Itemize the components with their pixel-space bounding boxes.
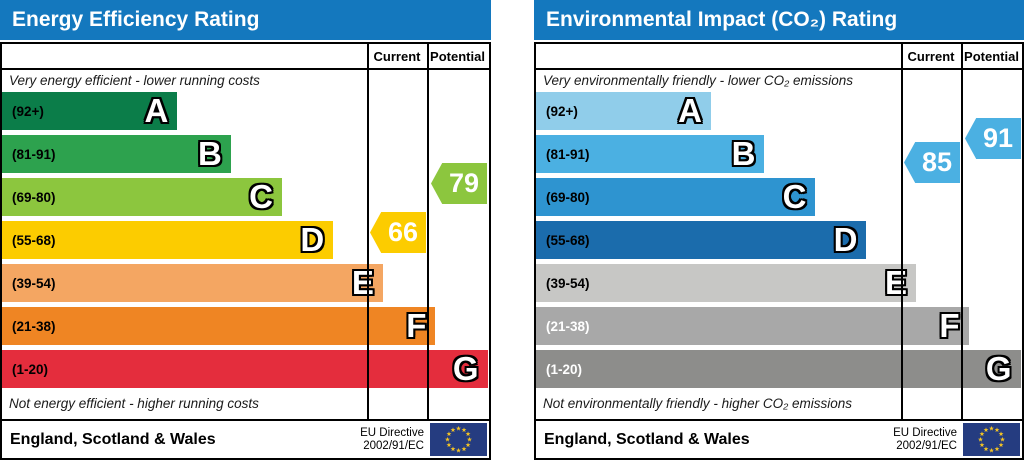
band-range-label: (21-38) xyxy=(12,318,56,334)
band-range-label: (1-20) xyxy=(12,361,49,377)
current-rating-arrow: 85 xyxy=(904,142,960,183)
band-range-label: (92+) xyxy=(12,103,44,119)
eu-flag-icon xyxy=(963,423,1020,456)
band-row-c: (69-80) C xyxy=(2,178,283,216)
top-note: Very energy efficient - lower running co… xyxy=(9,73,260,88)
band-letter: D xyxy=(833,221,858,258)
band-letter: G xyxy=(985,350,1012,387)
band-range-label: (69-80) xyxy=(546,189,590,205)
band-range-label: (39-54) xyxy=(12,275,56,291)
footer-row: England, Scotland & Wales EU Directive 2… xyxy=(536,419,1022,458)
band-row-b: (81-91) B xyxy=(536,135,765,173)
band-letter: A xyxy=(144,92,169,129)
band-letter: B xyxy=(731,135,756,172)
eu-flag-icon xyxy=(430,423,487,456)
band-row-e: (39-54) E xyxy=(2,264,383,302)
footer-row: England, Scotland & Wales EU Directive 2… xyxy=(2,419,489,458)
band-row-d: (55-68) D xyxy=(536,221,867,259)
region-label: England, Scotland & Wales xyxy=(544,430,750,448)
column-divider xyxy=(367,44,369,419)
band-row-d: (55-68) D xyxy=(2,221,334,259)
current-column-header: Current xyxy=(373,49,421,64)
current-column-header: Current xyxy=(907,49,955,64)
band-range-label: (81-91) xyxy=(546,146,590,162)
panel-title: Environmental Impact (CO₂) Rating xyxy=(534,0,1024,40)
energy-efficiency-panel: Energy Efficiency Rating Current Potenti… xyxy=(0,0,491,460)
band-row-c: (69-80) C xyxy=(536,178,816,216)
band-range-label: (1-20) xyxy=(546,361,583,377)
band-letter: C xyxy=(249,178,274,215)
band-range-label: (39-54) xyxy=(546,275,590,291)
bottom-note: Not environmentally friendly - higher CO… xyxy=(543,396,853,411)
band-range-label: (69-80) xyxy=(12,189,56,205)
bottom-note: Not energy efficient - higher running co… xyxy=(9,396,259,411)
environmental-impact-panel: Environmental Impact (CO₂) Rating Curren… xyxy=(534,0,1024,460)
column-divider xyxy=(961,44,963,419)
table-header-row: Current Potential xyxy=(536,44,1022,70)
band-row-a: (92+) A xyxy=(536,92,711,130)
band-row-g: (1-20) G xyxy=(536,350,1021,388)
band-letter: F xyxy=(406,307,427,344)
band-row-f: (21-38) F xyxy=(536,307,969,345)
band-letter: D xyxy=(300,221,325,258)
potential-column-header: Potential xyxy=(964,49,1019,64)
column-divider xyxy=(901,44,903,419)
band-letter: G xyxy=(452,350,479,387)
energy-rating-table: Current Potential Very energy efficient … xyxy=(0,42,491,460)
band-range-label: (55-68) xyxy=(546,232,590,248)
band-letter: A xyxy=(678,92,702,129)
band-row-f: (21-38) F xyxy=(2,307,436,345)
band-range-label: (21-38) xyxy=(546,318,590,334)
co2-rating-table: Current Potential Very environmentally f… xyxy=(534,42,1024,460)
band-row-b: (81-91) B xyxy=(2,135,231,173)
eu-directive-label: EU Directive 2002/91/EC xyxy=(360,426,424,452)
band-letter: F xyxy=(939,307,960,344)
band-row-g: (1-20) G xyxy=(2,350,488,388)
top-note: Very environmentally friendly - lower CO… xyxy=(543,73,853,88)
band-row-a: (92+) A xyxy=(2,92,178,130)
region-label: England, Scotland & Wales xyxy=(10,430,216,448)
potential-rating-arrow: 79 xyxy=(431,163,487,204)
band-range-label: (55-68) xyxy=(12,232,56,248)
band-range-label: (81-91) xyxy=(12,146,56,162)
current-rating-arrow: 66 xyxy=(370,212,426,253)
eu-directive-label: EU Directive 2002/91/EC xyxy=(893,426,957,452)
band-row-e: (39-54) E xyxy=(536,264,917,302)
table-header-row: Current Potential xyxy=(2,44,489,70)
potential-column-header: Potential xyxy=(430,49,485,64)
band-range-label: (92+) xyxy=(546,103,578,119)
column-divider xyxy=(427,44,429,419)
band-letter: C xyxy=(782,178,807,215)
panel-title: Energy Efficiency Rating xyxy=(0,0,491,40)
potential-rating-arrow: 91 xyxy=(965,118,1021,159)
band-letter: B xyxy=(198,135,222,172)
